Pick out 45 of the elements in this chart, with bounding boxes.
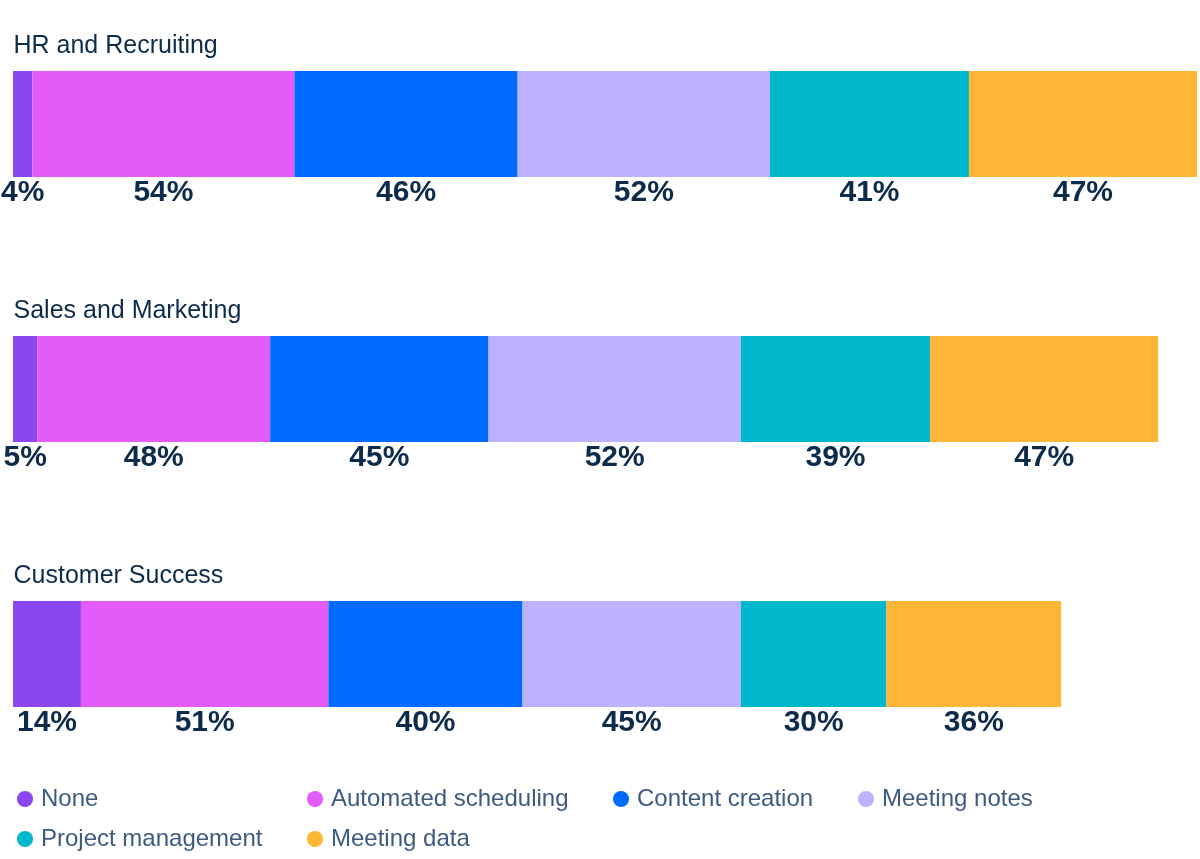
data-label: 48%	[123, 439, 184, 472]
legend-label: None	[41, 784, 99, 811]
data-label: 14%	[16, 704, 77, 737]
data-label: 45%	[601, 704, 662, 737]
data-label: 47%	[1014, 439, 1075, 472]
data-label: 47%	[1052, 174, 1113, 207]
bar	[769, 71, 969, 177]
legend-label: Meeting data	[331, 824, 471, 851]
data-label: 41%	[839, 174, 900, 207]
legend-label: Meeting notes	[882, 784, 1033, 811]
bar	[294, 71, 518, 177]
bar	[740, 336, 931, 442]
bar	[517, 71, 770, 177]
data-label: 51%	[174, 704, 235, 737]
bar	[740, 601, 887, 707]
bar	[968, 71, 1197, 177]
bar	[80, 601, 329, 707]
data-label: 36%	[943, 704, 1004, 737]
data-label: 4%	[1, 174, 45, 207]
y-tick-label: HR and Recruiting	[13, 30, 218, 58]
data-label: 5%	[3, 439, 47, 472]
legend-label: Content creation	[637, 784, 814, 811]
bar	[37, 336, 271, 442]
data-label: 45%	[349, 439, 410, 472]
bar	[32, 71, 295, 177]
bar	[13, 601, 81, 707]
data-label: 40%	[395, 704, 456, 737]
bar	[522, 601, 741, 707]
bar	[488, 336, 741, 442]
bar	[328, 601, 523, 707]
bar	[886, 601, 1062, 707]
data-label: 52%	[613, 174, 674, 207]
data-label: 54%	[133, 174, 194, 207]
data-label: 30%	[783, 704, 844, 737]
data-label: 52%	[584, 439, 645, 472]
bar	[13, 71, 33, 177]
legend-label: Automated scheduling	[331, 784, 569, 811]
bar	[270, 336, 489, 442]
bar	[13, 336, 38, 442]
y-tick-label: Sales and Marketing	[13, 295, 242, 323]
bar	[930, 336, 1159, 442]
data-label: 39%	[805, 439, 866, 472]
y-tick-label: Customer Success	[13, 560, 224, 588]
data-label: 46%	[376, 174, 437, 207]
legend-label: Project management	[41, 824, 263, 851]
